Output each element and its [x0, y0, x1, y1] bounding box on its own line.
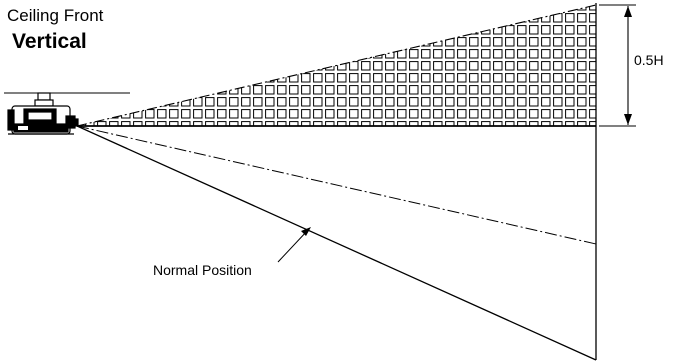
normal-position-lower-edge — [76, 125, 597, 361]
dimension-label: 0.5H — [634, 52, 664, 68]
dimension-arrow — [599, 4, 636, 127]
shifted-image-top-edge — [76, 4, 597, 127]
diagram-title: Vertical — [12, 30, 87, 53]
normal-position-leader — [277, 227, 311, 263]
normal-position-label: Normal Position — [153, 262, 252, 278]
diagram-subtitle: Ceiling Front — [7, 6, 104, 25]
normal-position-center-axis — [76, 125, 597, 245]
projector-icon — [7, 92, 79, 135]
